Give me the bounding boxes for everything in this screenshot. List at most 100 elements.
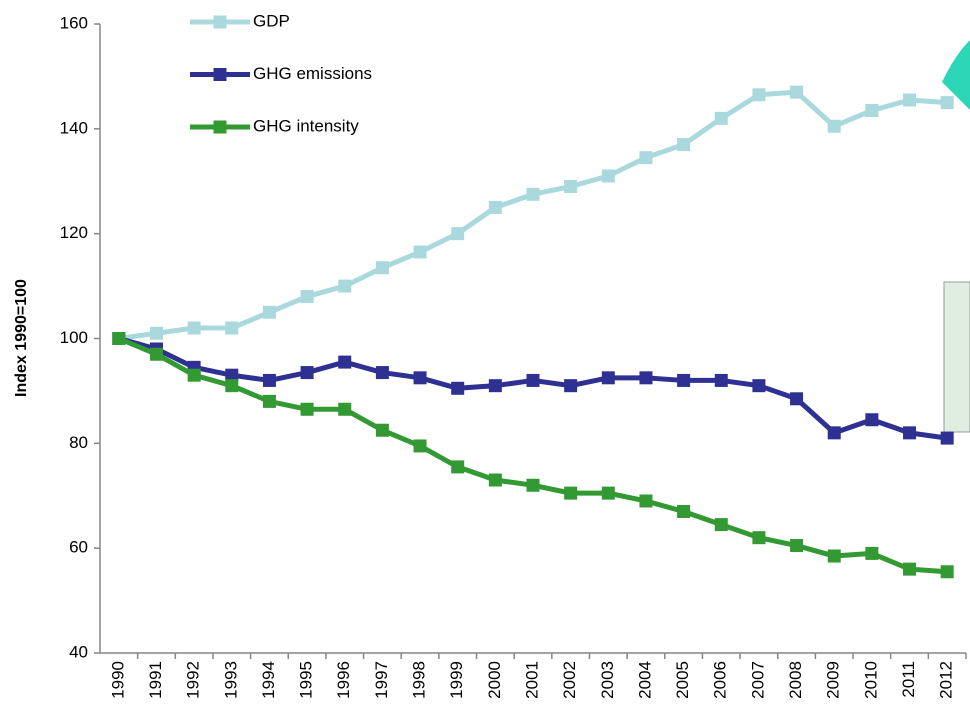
x-tick-label: 1997 xyxy=(372,661,391,699)
x-tick-label: 2012 xyxy=(937,661,956,699)
point xyxy=(263,306,276,319)
point xyxy=(602,170,615,183)
chart: Index 1990=100 4060801001201401601990199… xyxy=(0,0,970,721)
point xyxy=(301,290,314,303)
legend-marker xyxy=(214,16,227,29)
y-axis-label: Index 1990=100 xyxy=(13,279,30,397)
point xyxy=(414,439,427,452)
point xyxy=(527,188,540,201)
y-tick-label: 40 xyxy=(69,642,88,661)
x-tick-label: 2003 xyxy=(598,661,617,699)
point xyxy=(489,201,502,214)
point xyxy=(527,374,540,387)
point xyxy=(414,371,427,384)
x-tick-label: 2005 xyxy=(673,661,692,699)
point xyxy=(338,403,351,416)
point xyxy=(338,356,351,369)
x-tick-label: 1992 xyxy=(184,661,203,699)
point xyxy=(602,487,615,500)
x-tick-label: 2004 xyxy=(635,661,654,699)
point xyxy=(263,374,276,387)
point xyxy=(903,563,916,576)
point xyxy=(639,494,652,507)
series-line xyxy=(119,339,947,572)
point xyxy=(225,322,238,335)
point xyxy=(903,426,916,439)
point xyxy=(376,366,389,379)
point xyxy=(489,474,502,487)
x-tick-label: 1996 xyxy=(334,661,353,699)
point xyxy=(828,120,841,133)
point xyxy=(677,374,690,387)
point xyxy=(564,180,577,193)
point xyxy=(715,112,728,125)
legend-label: GHG intensity xyxy=(253,116,359,135)
y-tick-label: 100 xyxy=(60,328,88,347)
point xyxy=(752,379,765,392)
x-tick-label: 1998 xyxy=(410,661,429,699)
point xyxy=(828,426,841,439)
point xyxy=(790,539,803,552)
point xyxy=(451,460,464,473)
x-tick-label: 1993 xyxy=(221,661,240,699)
point xyxy=(677,505,690,518)
y-tick-label: 160 xyxy=(60,13,88,32)
x-tick-label: 2010 xyxy=(861,661,880,699)
x-tick-label: 1990 xyxy=(108,661,127,699)
x-tick-label: 2009 xyxy=(824,661,843,699)
legend-marker xyxy=(214,68,227,81)
point xyxy=(188,369,201,382)
point xyxy=(602,371,615,384)
point xyxy=(225,379,238,392)
x-tick-label: 1994 xyxy=(259,661,278,699)
x-tick-label: 2007 xyxy=(748,661,767,699)
legend-label: GHG emissions xyxy=(253,64,372,83)
point xyxy=(941,432,954,445)
point xyxy=(715,374,728,387)
x-tick-label: 2000 xyxy=(485,661,504,699)
x-tick-label: 1999 xyxy=(447,661,466,699)
y-tick-label: 60 xyxy=(69,538,88,557)
point xyxy=(263,395,276,408)
page: {"chart_data": {"type": "line", "y_label… xyxy=(0,0,970,721)
point xyxy=(338,280,351,293)
point xyxy=(150,327,163,340)
point xyxy=(865,413,878,426)
point xyxy=(376,261,389,274)
point xyxy=(527,479,540,492)
point xyxy=(677,138,690,151)
point xyxy=(451,382,464,395)
x-tick-label: 2006 xyxy=(711,661,730,699)
x-tick-label: 2011 xyxy=(899,661,918,698)
point xyxy=(865,104,878,117)
point xyxy=(301,403,314,416)
x-tick-label: 1991 xyxy=(146,661,165,699)
point xyxy=(414,246,427,259)
y-tick-label: 140 xyxy=(60,118,88,137)
point xyxy=(639,371,652,384)
point xyxy=(790,392,803,405)
x-tick-label: 2001 xyxy=(522,661,541,699)
x-tick-label: 2002 xyxy=(560,661,579,699)
point xyxy=(564,487,577,500)
point xyxy=(112,332,125,345)
point xyxy=(752,88,765,101)
point xyxy=(451,227,464,240)
decoration xyxy=(944,282,970,432)
point xyxy=(941,565,954,578)
point xyxy=(188,322,201,335)
point xyxy=(150,348,163,361)
point xyxy=(865,547,878,560)
y-tick-label: 120 xyxy=(60,223,88,242)
point xyxy=(564,379,577,392)
point xyxy=(301,366,314,379)
point xyxy=(752,531,765,544)
legend-marker xyxy=(214,121,227,134)
x-tick-label: 2008 xyxy=(786,661,805,699)
point xyxy=(941,96,954,109)
legend-label: GDP xyxy=(253,11,290,30)
point xyxy=(639,151,652,164)
point xyxy=(489,379,502,392)
x-tick-label: 1995 xyxy=(297,661,316,699)
point xyxy=(790,86,803,99)
